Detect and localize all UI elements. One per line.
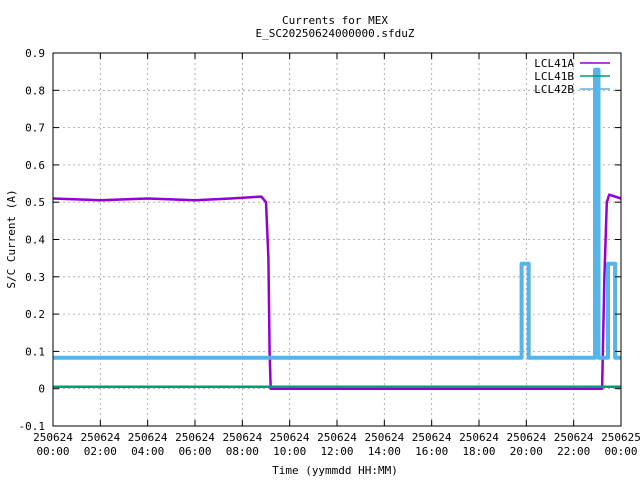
y-tick-label: 0.8 bbox=[25, 84, 45, 97]
x-tick-label-date: 250624 bbox=[80, 431, 120, 444]
x-tick-label-time: 12:00 bbox=[320, 445, 353, 458]
x-tick-label-time: 14:00 bbox=[368, 445, 401, 458]
series-line-lcl42b bbox=[53, 67, 621, 360]
x-tick-label-time: 16:00 bbox=[415, 445, 448, 458]
y-tick-label: 0.3 bbox=[25, 271, 45, 284]
x-tick-label-date: 250624 bbox=[554, 431, 594, 444]
legend-label-lcl41a: LCL41A bbox=[534, 57, 574, 70]
x-axis-label: Time (yymmdd HH:MM) bbox=[272, 464, 398, 477]
chart-subtitle: E_SC20250624000000.sfduZ bbox=[256, 27, 415, 40]
y-tick-label: 0.7 bbox=[25, 122, 45, 135]
x-tick-label-time: 08:00 bbox=[226, 445, 259, 458]
y-tick-label: 0 bbox=[38, 383, 45, 396]
x-tick-label-date: 250624 bbox=[506, 431, 546, 444]
x-tick-label-date: 250624 bbox=[364, 431, 404, 444]
chart-title: Currents for MEX bbox=[282, 14, 388, 27]
y-tick-label: 0.9 bbox=[25, 47, 45, 60]
x-tick-label-date: 250624 bbox=[459, 431, 499, 444]
grid bbox=[53, 53, 621, 426]
y-tick-label: 0.1 bbox=[25, 345, 45, 358]
x-tick-label-date: 250624 bbox=[33, 431, 73, 444]
x-tick-label-time: 04:00 bbox=[131, 445, 164, 458]
x-tick-label-date: 250624 bbox=[175, 431, 215, 444]
x-tick-label-date: 250624 bbox=[222, 431, 262, 444]
x-tick-label-date: 250624 bbox=[412, 431, 452, 444]
x-tick-label-date: 250624 bbox=[317, 431, 357, 444]
y-tick-label: 0.6 bbox=[25, 159, 45, 172]
y-axis-label: S/C Current (A) bbox=[5, 189, 18, 288]
x-tick-label-time: 00:00 bbox=[36, 445, 69, 458]
legend: LCL41A LCL41B LCL42B bbox=[534, 57, 610, 96]
x-tick-label-time: 02:00 bbox=[84, 445, 117, 458]
series-line-lcl41a bbox=[52, 193, 622, 390]
y-tick-label: 0.2 bbox=[25, 308, 45, 321]
y-tick-label: -0.1 bbox=[19, 420, 46, 433]
y-tick-label: 0.4 bbox=[25, 234, 45, 247]
x-tick-label-time: 06:00 bbox=[178, 445, 211, 458]
x-tick-label-time: 20:00 bbox=[510, 445, 543, 458]
x-tick-label-time: 10:00 bbox=[273, 445, 306, 458]
legend-label-lcl41b: LCL41B bbox=[534, 70, 574, 83]
y-tick-label: 0.5 bbox=[25, 196, 45, 209]
legend-label-lcl42b: LCL42B bbox=[534, 83, 574, 96]
x-tick-label-date: 250624 bbox=[128, 431, 168, 444]
series-layer bbox=[52, 67, 622, 390]
x-tick-label-time: 18:00 bbox=[462, 445, 495, 458]
x-tick-label-time: 22:00 bbox=[557, 445, 590, 458]
tick-layer: -0.100.10.20.30.40.50.60.70.80.925062400… bbox=[19, 47, 640, 458]
x-tick-label-date: 250625 bbox=[601, 431, 640, 444]
x-tick-label-date: 250624 bbox=[270, 431, 310, 444]
x-tick-label-time: 00:00 bbox=[604, 445, 637, 458]
